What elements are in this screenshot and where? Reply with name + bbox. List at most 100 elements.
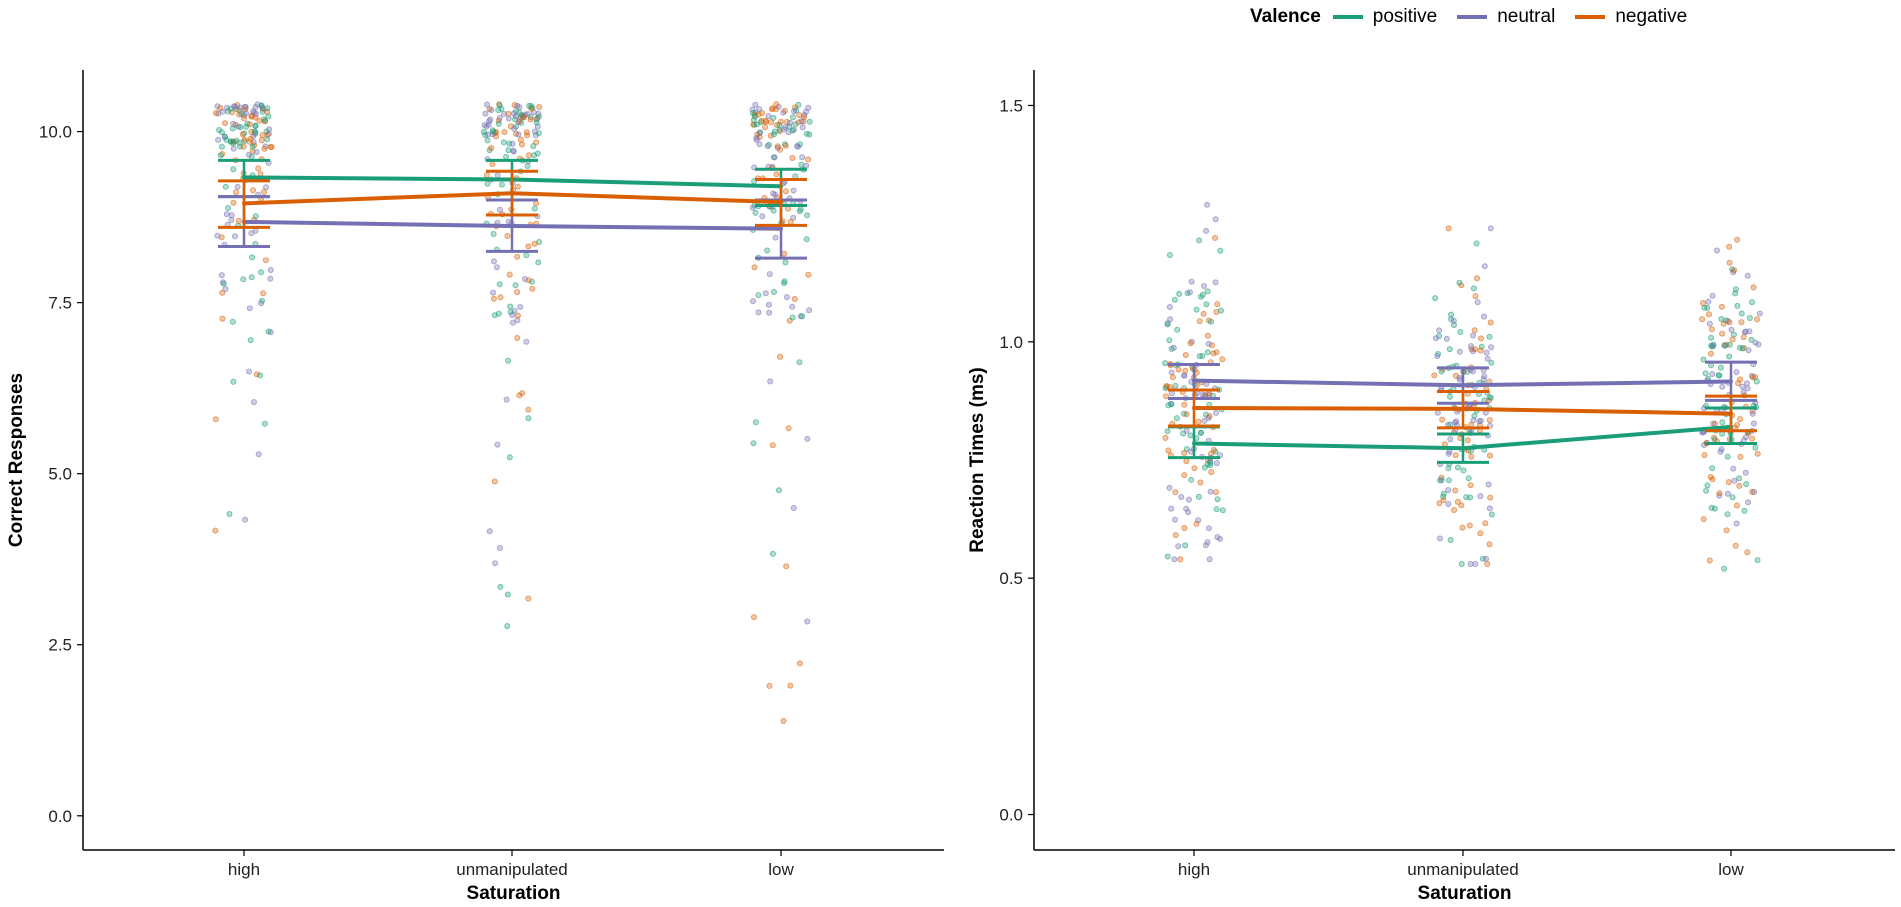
data-point xyxy=(1195,418,1202,425)
data-point xyxy=(495,107,502,114)
data-point xyxy=(1212,216,1219,223)
y-tick-label: 7.5 xyxy=(48,294,72,313)
data-point xyxy=(750,298,757,305)
data-point xyxy=(1207,488,1214,495)
data-point xyxy=(261,420,268,427)
data-point xyxy=(490,295,497,302)
data-point xyxy=(1739,383,1746,390)
data-point xyxy=(1468,453,1475,460)
data-point xyxy=(257,372,264,379)
y-axis-title: Reaction Times (ms) xyxy=(967,367,988,552)
data-point xyxy=(1716,490,1723,497)
data-point xyxy=(517,136,524,143)
data-point xyxy=(260,290,267,297)
data-point xyxy=(1718,315,1725,322)
data-point xyxy=(219,289,226,296)
data-point xyxy=(756,133,763,140)
data-point xyxy=(798,118,805,125)
data-point xyxy=(235,217,242,224)
data-point xyxy=(766,271,773,278)
data-point xyxy=(514,317,521,324)
data-point xyxy=(1744,549,1751,556)
data-point xyxy=(1479,555,1486,562)
mean-point-negative xyxy=(1729,411,1733,416)
data-point xyxy=(785,425,792,432)
data-point xyxy=(750,440,757,447)
data-point xyxy=(1732,290,1739,297)
data-point xyxy=(1213,489,1220,496)
mean-point-positive xyxy=(1192,441,1196,446)
data-point xyxy=(521,114,528,121)
data-point xyxy=(805,156,812,163)
data-point xyxy=(1204,288,1211,295)
data-point xyxy=(1726,243,1733,250)
data-point xyxy=(486,118,493,125)
data-point xyxy=(230,145,237,152)
data-point xyxy=(1486,333,1493,340)
data-point xyxy=(1165,447,1172,454)
data-point xyxy=(780,109,787,116)
y-tick-label: 0.0 xyxy=(999,806,1023,825)
data-point xyxy=(1718,303,1725,310)
data-point xyxy=(769,550,776,557)
data-point xyxy=(772,191,779,198)
legend-item-negative: negative xyxy=(1575,6,1687,28)
data-point xyxy=(1736,475,1743,482)
data-point xyxy=(1729,494,1736,501)
legend-swatch-negative xyxy=(1575,15,1606,19)
legend-label-neutral: neutral xyxy=(1497,6,1556,27)
data-point xyxy=(498,181,505,188)
data-point xyxy=(1452,452,1459,459)
data-point xyxy=(758,117,765,124)
data-point xyxy=(242,516,249,523)
data-point xyxy=(1436,500,1443,507)
data-point xyxy=(505,357,512,364)
data-point xyxy=(252,122,259,129)
data-point xyxy=(782,259,789,266)
data-point xyxy=(792,121,799,128)
data-point xyxy=(506,271,513,278)
data-point xyxy=(1745,499,1752,506)
data-point xyxy=(503,153,510,160)
data-point xyxy=(1187,340,1194,347)
data-point xyxy=(501,128,508,135)
data-point xyxy=(224,108,231,115)
data-point xyxy=(498,105,505,112)
data-point xyxy=(764,247,771,254)
data-point xyxy=(767,378,774,385)
data-point xyxy=(488,144,495,151)
data-point xyxy=(500,110,507,117)
x-tick-label: high xyxy=(228,860,260,879)
data-point xyxy=(1486,541,1493,548)
data-point xyxy=(1709,465,1716,472)
data-point xyxy=(510,110,517,117)
data-point xyxy=(530,143,537,150)
data-point xyxy=(215,136,222,143)
data-point xyxy=(236,139,243,146)
data-point xyxy=(799,313,806,320)
data-point xyxy=(1465,475,1472,482)
data-point xyxy=(1196,353,1203,360)
legend-swatch-neutral xyxy=(1457,15,1488,19)
data-point xyxy=(1163,393,1170,400)
data-point xyxy=(1177,556,1184,563)
x-axis-title: Saturation xyxy=(1418,883,1512,904)
data-point xyxy=(223,211,230,218)
data-point xyxy=(1717,364,1724,371)
data-point xyxy=(1168,369,1175,376)
data-point xyxy=(762,117,769,124)
data-point xyxy=(221,120,228,127)
data-point xyxy=(1741,507,1748,514)
data-point xyxy=(752,209,759,216)
data-point xyxy=(1730,465,1737,472)
data-point xyxy=(1753,378,1760,385)
data-point xyxy=(212,527,219,534)
data-point xyxy=(1185,509,1192,516)
data-point xyxy=(1710,342,1717,349)
data-point xyxy=(1212,279,1219,286)
data-point xyxy=(517,303,524,310)
data-point xyxy=(248,274,255,281)
data-point xyxy=(1185,496,1192,503)
data-point xyxy=(780,718,787,725)
data-point xyxy=(781,278,788,285)
